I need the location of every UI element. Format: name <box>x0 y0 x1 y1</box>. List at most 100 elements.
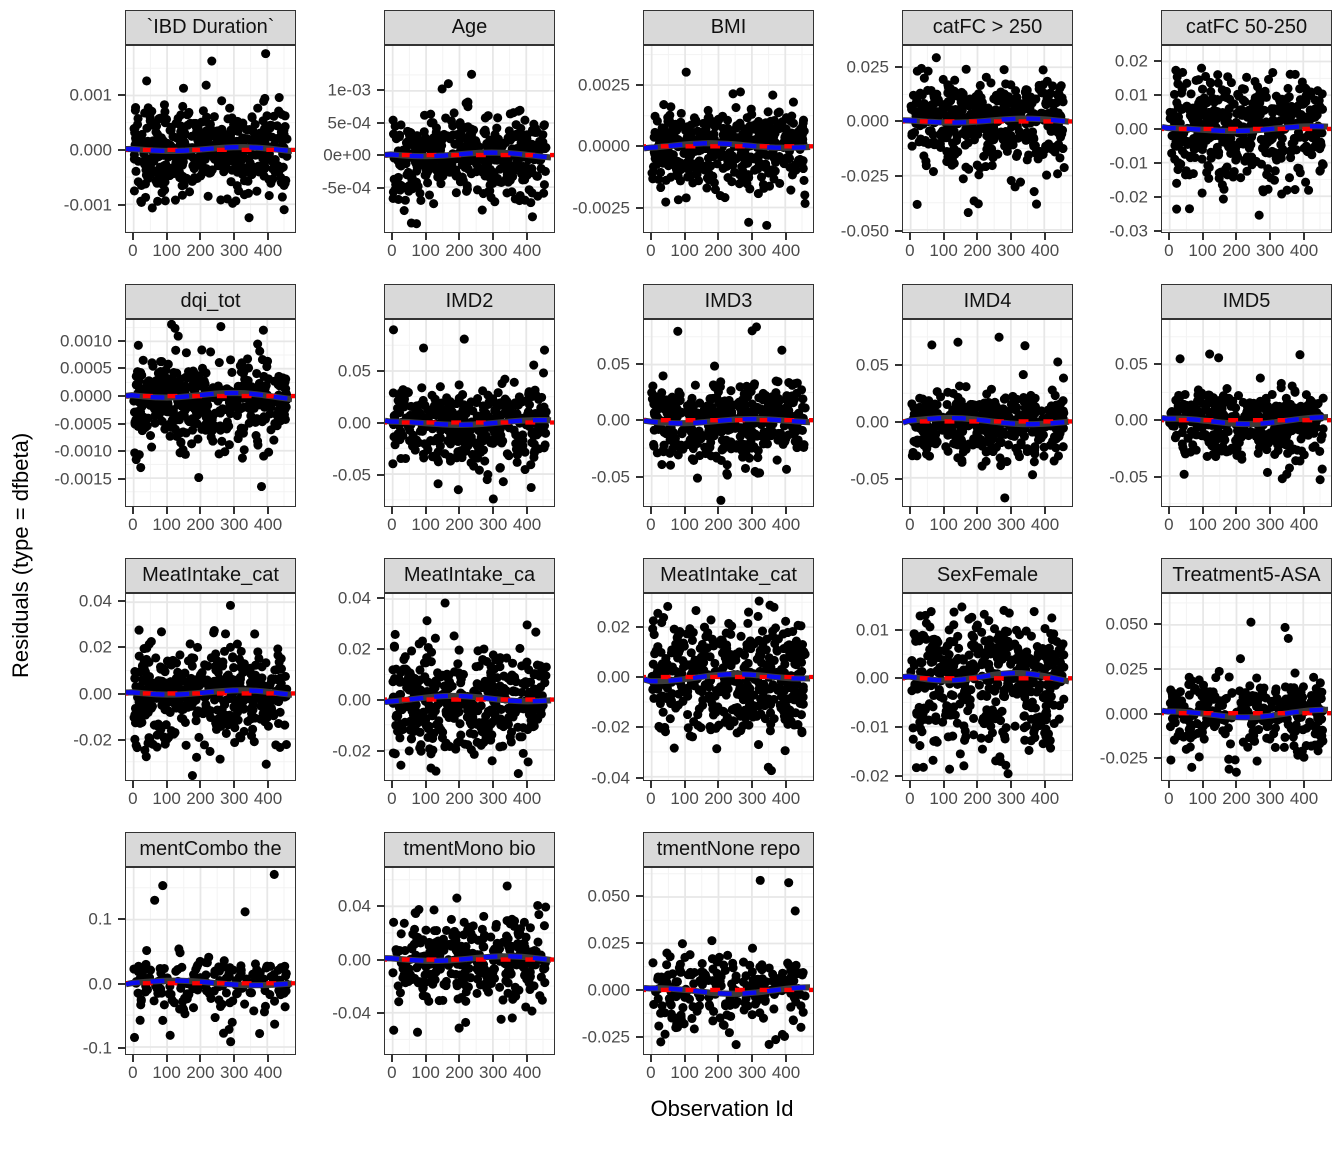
x-tick-label: 400 <box>253 789 283 808</box>
y-tick-mark <box>377 749 384 752</box>
facet-panel <box>125 45 296 233</box>
x-tick-label: 400 <box>512 515 542 534</box>
x-tick-label: 200 <box>1222 515 1251 534</box>
y-tick-mark <box>1154 419 1161 422</box>
y-tick-label: 0.0 <box>88 974 112 993</box>
y-tick-mark <box>377 647 384 650</box>
x-tick-mark <box>1010 781 1013 788</box>
y-tick-label: -0.025 <box>1099 748 1148 768</box>
facet: IMD2 0.05 0.00 -0.05 0 100 200 300 400 <box>301 284 555 534</box>
x-tick-label: 300 <box>220 789 249 808</box>
y-tick-mark <box>1154 712 1161 715</box>
x-tick-label: 100 <box>411 789 440 808</box>
x-axis-ticks: 0 100 200 300 400 <box>902 507 1073 534</box>
x-tick-mark <box>492 1055 495 1062</box>
facet-title: catFC > 250 <box>932 16 1043 38</box>
y-tick-label: 0.05 <box>596 354 630 374</box>
y-tick-mark <box>636 83 643 86</box>
scatter-points <box>906 602 1069 779</box>
x-tick-label: 200 <box>704 1063 733 1082</box>
facet-strip: MeatIntake_ca <box>384 558 555 593</box>
x-tick-label: 0 <box>128 1063 138 1082</box>
facet-panel <box>643 593 814 781</box>
x-tick-mark <box>649 233 652 240</box>
x-tick-mark <box>526 507 528 514</box>
y-tick-label: 0.02 <box>596 617 630 636</box>
x-tick-label: 0 <box>1164 241 1174 260</box>
x-tick-mark <box>1201 507 1204 514</box>
y-tick-label: 0.02 <box>1114 51 1148 71</box>
facet-strip: `IBD Duration` <box>125 10 296 45</box>
x-tick-mark <box>976 507 979 514</box>
y-tick-label: -0.03 <box>1109 221 1148 241</box>
y-tick-label: -0.001 <box>63 195 112 215</box>
y-tick-mark <box>895 420 902 423</box>
facet-panel <box>902 593 1073 781</box>
x-tick-label: 400 <box>771 789 801 808</box>
facet-strip: SexFemale <box>902 558 1073 593</box>
x-tick-mark <box>267 233 269 240</box>
y-axis-title: Residuals (type = dfbeta) <box>8 432 33 678</box>
y-axis-ticks: 0.050 0.025 0.000 -0.025 <box>560 867 643 1055</box>
y-tick-label: -0.02 <box>73 730 112 749</box>
facet: IMD4 0.05 0.00 -0.05 0 100 200 300 400 <box>819 284 1073 534</box>
x-tick-mark <box>976 781 979 788</box>
x-tick-mark <box>1044 233 1046 240</box>
y-tick-label: 0.0000 <box>578 136 630 156</box>
x-tick-mark <box>233 507 236 514</box>
x-tick-label: 200 <box>186 515 215 534</box>
x-tick-mark <box>526 1055 528 1062</box>
x-tick-mark <box>165 1055 168 1062</box>
facet-strip: MeatIntake_cat <box>125 558 296 593</box>
facet-title: BMI <box>710 16 747 38</box>
y-tick-label: -0.1 <box>82 1038 112 1058</box>
x-tick-label: 0 <box>646 515 656 534</box>
x-tick-mark <box>267 1055 269 1062</box>
x-tick-label: 100 <box>1188 515 1217 534</box>
y-tick-label: -0.02 <box>850 766 889 786</box>
y-tick-label: -0.050 <box>840 221 889 241</box>
x-tick-label: 200 <box>445 1063 474 1082</box>
y-tick-mark <box>377 369 384 372</box>
x-tick-label: 0 <box>128 789 138 808</box>
y-tick-mark <box>118 982 125 985</box>
y-tick-mark <box>118 918 125 921</box>
scatter-points <box>388 881 551 1037</box>
x-tick-mark <box>233 781 236 788</box>
x-tick-mark <box>1201 233 1204 240</box>
y-tick-mark <box>636 207 643 210</box>
y-axis-ticks: 0.001 0.000 -0.001 <box>42 45 125 233</box>
x-tick-label: 100 <box>929 515 958 534</box>
x-tick-mark <box>1010 507 1013 514</box>
x-axis-ticks: 0 100 200 300 400 <box>125 781 296 808</box>
x-tick-label: 100 <box>152 241 181 260</box>
x-tick-mark <box>976 233 979 240</box>
x-axis-ticks: 0 100 200 300 400 <box>902 781 1073 808</box>
y-axis-ticks: 0.0010 0.0005 0.0000 -0.0005 -0.0010 -0.0015 <box>42 319 125 507</box>
facet-panel <box>125 867 296 1055</box>
y-tick-mark <box>895 477 902 480</box>
facet-panel <box>1161 45 1332 233</box>
facet-panel <box>125 319 296 507</box>
y-tick-mark <box>1154 59 1161 62</box>
y-tick-label: -0.0015 <box>54 469 112 489</box>
y-tick-mark <box>636 776 643 779</box>
facet: tmentNone repo 0.050 0.025 0.000 -0.025 0 10… <box>560 832 814 1082</box>
y-axis-ticks: 0.0025 0.0000 -0.0025 <box>560 45 643 233</box>
smooth-line-blue <box>385 417 552 427</box>
x-tick-mark <box>942 507 945 514</box>
y-tick-label: 5e-04 <box>327 113 371 133</box>
facet: IMD3 0.05 0.00 -0.05 0 100 200 300 400 <box>560 284 814 534</box>
facet-title: IMD5 <box>1222 290 1271 312</box>
facet: Treatment5-ASA 0.050 0.025 0.000 -0.025 0 10… <box>1078 558 1332 808</box>
y-tick-label: 0e+00 <box>323 145 371 165</box>
y-tick-mark <box>636 675 643 678</box>
x-tick-label: 300 <box>479 1063 508 1082</box>
facet-title: Treatment5-ASA <box>1172 564 1321 586</box>
y-tick-label: 0.025 <box>587 933 630 953</box>
y-tick-mark <box>636 363 643 365</box>
x-tick-mark <box>1269 507 1272 514</box>
y-tick-mark <box>377 698 384 701</box>
x-tick-label: 200 <box>1222 789 1251 808</box>
smooth-line-blue <box>385 150 552 160</box>
